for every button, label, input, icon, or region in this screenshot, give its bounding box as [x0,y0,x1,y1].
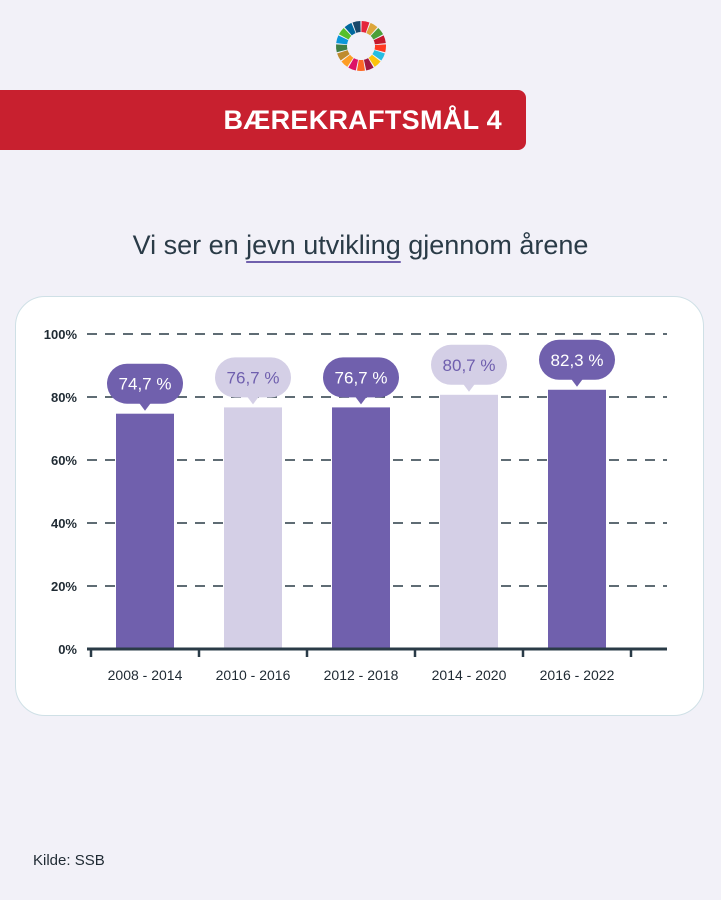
source-note: Kilde: SSB [33,852,105,869]
x-tick-label: 2012 - 2018 [324,667,399,683]
sdg-wheel-segment [368,54,381,67]
bar [548,389,606,649]
x-tick-label: 2016 - 2022 [540,667,615,683]
sdg-wheel-segment [352,21,361,33]
value-bubble [323,357,399,398]
value-bubble-pointer [463,383,475,392]
bar [116,413,174,649]
sdg-wheel-segment [337,50,350,61]
headline-after: gjennom årene [400,230,589,260]
y-tick-label: 60% [51,453,77,468]
sdg-wheel-segment [336,44,348,53]
sdg-wheel-segment [361,21,370,33]
y-tick-label: 40% [51,516,77,531]
value-bubble-pointer [247,396,259,405]
sdg-wheel-segment [348,58,359,71]
value-bubble-pointer [139,402,151,411]
data-label: 76,7 % [335,368,388,387]
sdg-wheel-segment [344,22,356,36]
sdg-wheel-segment [372,50,385,61]
x-tick-label: 2014 - 2020 [432,667,507,683]
value-bubble-pointer [355,396,367,405]
bar [332,407,390,649]
x-tick-label: 2010 - 2016 [216,667,291,683]
sdg-wheel-segment [373,35,386,45]
data-label: 82,3 % [551,351,604,370]
bar-chart: 0% 20% 40% 60% 80% 100% 74,7 % 2008 - 2014 76,7 … [44,327,667,683]
sdg-wheel-segment [357,59,365,71]
value-bubble [107,363,183,404]
x-tick-label: 2008 - 2014 [108,667,183,683]
sdg-wheel-segment [336,35,349,45]
headline-before: Vi ser en [132,230,247,260]
y-tick-label: 80% [51,390,77,405]
banner-title: BÆREKRAFTSMÅL 4 [223,105,502,135]
bar [440,394,498,649]
sdg-wheel-segment [374,44,386,53]
value-bubble-pointer [571,378,583,387]
sdg-wheel-segment [366,22,378,36]
sdg-wheel-icon [336,21,386,71]
headline-emphasis: jevn utvikling [246,230,401,260]
bar [224,407,282,649]
y-tick-label: 100% [44,327,78,342]
goal-banner: BÆREKRAFTSMÅL 4 [0,90,526,150]
sdg-wheel-segment [363,58,374,71]
sdg-wheel-segment [341,54,354,67]
sdg-wheel-segment [370,27,384,40]
y-tick-label: 0% [58,642,77,657]
value-bubble [431,344,507,385]
value-bubble [215,357,291,398]
value-bubble [539,339,615,380]
headline: Vi ser en jevn utvikling gjennom årene [0,230,721,261]
y-tick-label: 20% [51,579,77,594]
data-label: 74,7 % [119,375,172,394]
data-label: 80,7 % [443,356,496,375]
data-label: 76,7 % [227,368,280,387]
sdg-wheel-segment [338,27,352,40]
